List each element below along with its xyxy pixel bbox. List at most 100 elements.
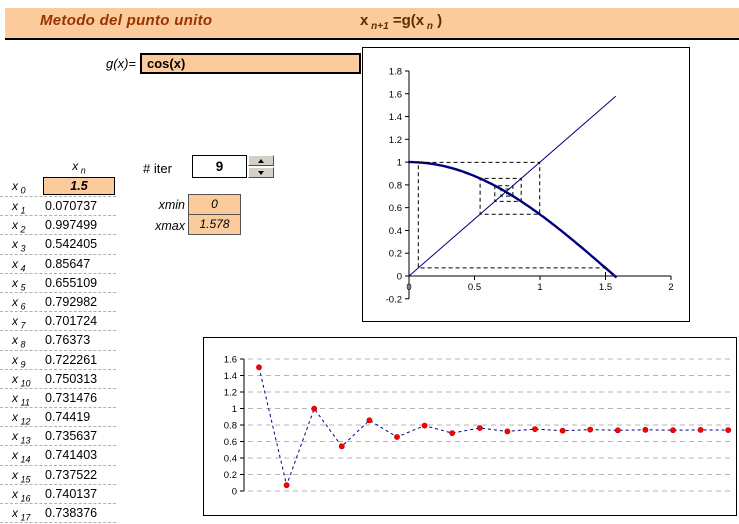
xmin-label: xmin (158, 198, 185, 212)
svg-text:1.2: 1.2 (389, 135, 402, 146)
row-label: x 10 (12, 371, 31, 389)
row-value: 0.731476 (45, 390, 98, 405)
iter-value-cell[interactable]: 9 (192, 155, 247, 178)
svg-text:1.8: 1.8 (389, 66, 402, 77)
cobweb-chart-svg: -0.2 0 0.2 0.4 0.6 0.8 1 1.2 1.4 1.6 1.8 0 0.5 1 1.5 2 (386, 66, 674, 305)
svg-text:0: 0 (232, 487, 237, 498)
svg-text:0.8: 0.8 (224, 421, 237, 432)
spin-up-icon (258, 158, 264, 163)
table-row: x 17 0.738376 (0, 504, 116, 524)
row-label: x 6 (12, 294, 26, 312)
svg-text:1: 1 (537, 282, 542, 293)
svg-text:1.4: 1.4 (224, 371, 237, 382)
spin-up-button[interactable] (248, 155, 274, 166)
table-row: x 0 1.5 (0, 177, 116, 197)
row-value: 0.542405 (45, 237, 98, 252)
iterations-chart-svg: 0 0.2 0.4 0.6 0.8 1 1.2 1.4 1.6 (224, 355, 732, 498)
table-row: x 13 0.735637 (0, 427, 116, 447)
table-row: x 8 0.76373 (0, 331, 116, 351)
svg-text:1.2: 1.2 (224, 388, 237, 399)
table-row: x 7 0.701724 (0, 312, 116, 332)
svg-text:0.6: 0.6 (224, 437, 237, 448)
row-label: x 5 (12, 275, 26, 293)
row-value: 0.701724 (45, 314, 98, 329)
table-row: x 12 0.74419 (0, 408, 116, 428)
svg-text:1.4: 1.4 (389, 112, 402, 123)
table-row: x 14 0.741403 (0, 446, 116, 466)
row-value: 0.740137 (45, 486, 98, 501)
table-row: x 11 0.731476 (0, 389, 116, 409)
row-label: x 11 (12, 390, 30, 408)
iteration-formula: x n+1 =g(x n ) (360, 12, 443, 32)
svg-text:1.6: 1.6 (224, 355, 237, 366)
svg-text:2: 2 (668, 282, 673, 293)
row-label: x 15 (12, 467, 31, 485)
row-label: x 14 (12, 448, 31, 465)
svg-text:0.2: 0.2 (224, 470, 237, 481)
svg-text:1: 1 (232, 404, 237, 415)
svg-text:0.2: 0.2 (389, 249, 402, 260)
row-value: 0.722261 (45, 352, 98, 367)
iter-spinner (248, 155, 274, 178)
iter-label: # iter (143, 161, 172, 176)
row-label: x 17 (12, 506, 31, 523)
table-row: x 3 0.542405 (0, 235, 116, 255)
row-value: 0.76373 (45, 333, 91, 348)
table-row: x 16 0.740137 (0, 485, 116, 504)
row-label: x 0 (12, 179, 26, 196)
row-value: 0.737522 (45, 467, 98, 482)
iterations-chart[interactable]: 0 0.2 0.4 0.6 0.8 1 1.2 1.4 1.6 (203, 337, 737, 516)
row-label: x 7 (12, 314, 26, 331)
svg-text:0.4: 0.4 (389, 226, 402, 237)
row-value: 0.738376 (45, 506, 98, 520)
page-title: Metodo del punto unito (40, 12, 213, 29)
svg-text:-0.2: -0.2 (386, 294, 402, 305)
svg-text:0: 0 (397, 272, 402, 283)
table-row: x 15 0.737522 (0, 466, 116, 485)
row-label: x 3 (12, 237, 26, 254)
svg-text:0.4: 0.4 (224, 454, 237, 465)
gx-input-cell[interactable]: cos(x) (140, 53, 361, 74)
row-value: 0.741403 (45, 448, 98, 463)
table-row: x 4 0.85647 (0, 255, 116, 274)
row-label: x 4 (12, 256, 26, 273)
row-label: x 2 (12, 218, 26, 235)
row-value: 0.655109 (45, 275, 98, 290)
svg-text:1.5: 1.5 (599, 282, 612, 293)
spin-down-icon (258, 170, 264, 175)
svg-text:0: 0 (406, 282, 411, 293)
svg-text:1.6: 1.6 (389, 89, 402, 100)
table-row: x 10 0.750313 (0, 370, 116, 389)
svg-text:1: 1 (397, 158, 402, 169)
xn-table: x 0 1.5 x 1 0.070737 x 2 0.997499 x 3 0.542405 x… (0, 177, 116, 524)
table-row: x 2 0.997499 (0, 216, 116, 236)
spin-down-button[interactable] (248, 167, 274, 178)
cobweb-chart[interactable]: -0.2 0 0.2 0.4 0.6 0.8 1 1.2 1.4 1.6 1.8 0 0.5 1 1.5 2 (362, 47, 690, 322)
row-value: 0.792982 (45, 294, 98, 309)
xn-column-header: x n (72, 159, 86, 176)
xmin-input-cell[interactable]: 0 (188, 194, 241, 215)
table-row: x 5 0.655109 (0, 274, 116, 293)
row-value: 0.750313 (45, 371, 98, 386)
row-value: 0.070737 (45, 199, 98, 213)
gx-label: g(x)= (106, 56, 136, 71)
row-value: 0.74419 (45, 410, 91, 425)
table-row: x 6 0.792982 (0, 293, 116, 313)
row-label: x 9 (12, 352, 26, 369)
row-label: x 8 (12, 333, 26, 350)
table-row: x 9 0.722261 (0, 351, 116, 370)
row-label: x 13 (12, 429, 31, 446)
svg-text:0.8: 0.8 (389, 180, 402, 191)
svg-text:0.6: 0.6 (389, 203, 402, 214)
row-label: x 1 (12, 199, 26, 216)
x0-input-cell[interactable]: 1.5 (43, 177, 115, 195)
row-label: x 16 (12, 486, 31, 504)
xmax-label: xmax (155, 219, 185, 233)
row-label: x 12 (12, 410, 31, 427)
table-row: x 1 0.070737 (0, 197, 116, 217)
xmax-input-cell[interactable]: 1.578 (188, 214, 241, 235)
header-band: Metodo del punto unito x n+1 =g(x n ) (5, 8, 739, 40)
row-value: 0.735637 (45, 429, 98, 444)
row-value: 0.85647 (45, 256, 91, 271)
